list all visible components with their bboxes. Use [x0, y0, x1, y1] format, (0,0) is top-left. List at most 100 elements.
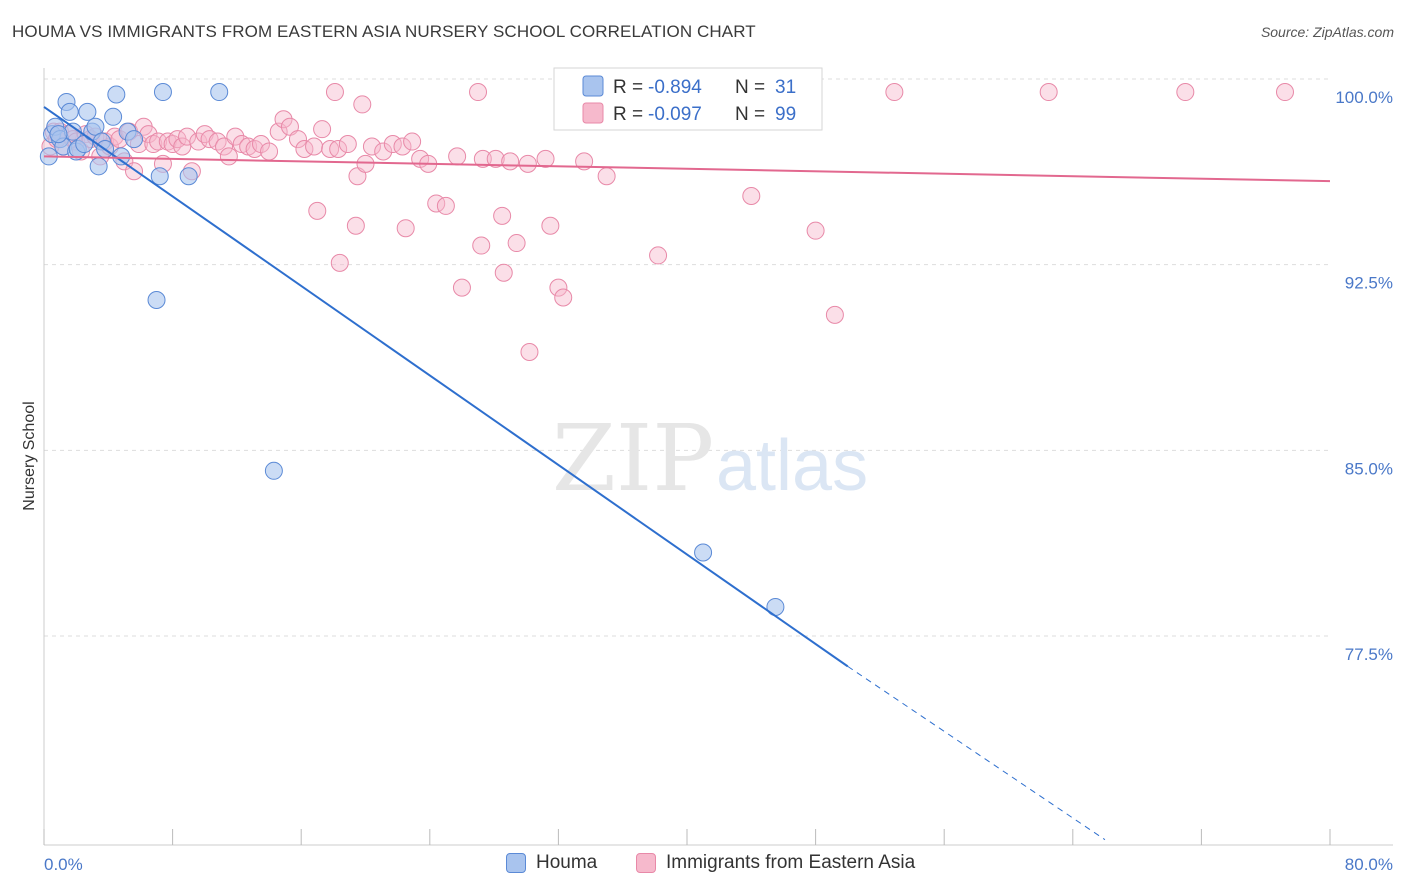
series-immigrants-points — [41, 83, 1294, 361]
point-immigrants — [274, 110, 293, 129]
y-axis-label: Nursery School — [21, 401, 38, 510]
point-immigrants — [330, 253, 349, 272]
bottom-legend-label-houma: Houma — [536, 852, 598, 873]
point-immigrants — [313, 120, 332, 139]
point-immigrants — [649, 246, 668, 265]
point-immigrants — [353, 95, 372, 114]
watermark-zip: ZIP — [552, 405, 714, 512]
watermark: ZIP atlas — [552, 405, 868, 512]
point-immigrants — [549, 278, 568, 297]
legend-n-label-houma: N = — [735, 77, 765, 98]
bottom-legend-label-immigrants: Immigrants from Eastern Asia — [666, 852, 916, 873]
point-immigrants — [507, 234, 526, 253]
point-immigrants — [469, 83, 488, 102]
point-immigrants — [436, 196, 455, 215]
chart-title: HOUMA VS IMMIGRANTS FROM EASTERN ASIA NU… — [12, 22, 756, 41]
point-immigrants — [362, 137, 381, 156]
point-immigrants — [518, 154, 537, 173]
trend-lines — [43, 106, 1331, 841]
y-tick-label: 77.5% — [1345, 645, 1393, 664]
x-tick-label-max: 80.0% — [1345, 855, 1393, 874]
point-immigrants — [1275, 83, 1294, 102]
point-immigrants — [305, 137, 324, 156]
point-immigrants — [486, 149, 505, 168]
bottom-legend-item-houma: Houma — [506, 852, 597, 874]
point-houma — [112, 147, 131, 166]
point-houma — [210, 83, 229, 102]
bottom-legend-swatch-immigrants — [636, 853, 656, 873]
y-tick-label: 92.5% — [1345, 274, 1393, 293]
bottom-legend-item-immigrants: Immigrants from Eastern Asia — [636, 852, 915, 874]
point-immigrants — [494, 263, 513, 282]
point-immigrants — [393, 137, 412, 156]
legend-swatch-houma — [582, 75, 604, 97]
point-houma — [150, 167, 169, 186]
trend-line-houma — [43, 106, 849, 668]
point-immigrants — [885, 83, 904, 102]
y-tick-labels: 77.5% 85.0% 92.5% 100.0% — [1335, 88, 1393, 664]
point-immigrants — [149, 132, 168, 151]
point-houma — [147, 290, 166, 309]
point-immigrants — [308, 201, 327, 220]
y-tick-label: 85.0% — [1345, 459, 1393, 478]
point-immigrants — [288, 130, 307, 149]
watermark-atlas: atlas — [716, 426, 868, 506]
point-immigrants — [219, 147, 238, 166]
point-houma — [694, 543, 713, 562]
point-immigrants — [575, 152, 594, 171]
legend-n-value-houma: 31 — [775, 77, 796, 98]
point-immigrants — [473, 149, 492, 168]
point-immigrants — [374, 142, 393, 161]
series-houma-points — [39, 83, 785, 616]
point-immigrants — [356, 154, 375, 173]
point-houma — [264, 461, 283, 480]
point-immigrants — [806, 221, 825, 240]
point-immigrants — [742, 187, 761, 206]
point-immigrants — [403, 132, 422, 151]
point-houma — [86, 117, 105, 136]
legend-r-label-houma: R = — [613, 77, 643, 98]
point-immigrants — [338, 135, 357, 154]
x-tick-marks — [43, 829, 1331, 845]
point-immigrants — [226, 127, 245, 146]
point-immigrants — [541, 216, 560, 235]
point-houma — [179, 167, 198, 186]
chart-source: Source: ZipAtlas.com — [1260, 24, 1394, 40]
point-immigrants — [144, 135, 163, 154]
bottom-legend: Houma Immigrants from Eastern Asia — [0, 852, 1406, 880]
legend-swatch-immigrants — [582, 102, 604, 124]
point-immigrants — [1176, 83, 1195, 102]
point-immigrants — [329, 139, 348, 158]
legend: R = -0.894 N = 31 R = -0.097 N = 99 — [553, 67, 823, 131]
trend-line-houma-extension — [847, 665, 1106, 841]
point-immigrants — [501, 152, 520, 171]
point-immigrants — [189, 132, 208, 151]
point-immigrants — [1039, 83, 1058, 102]
y-tick-label: 100.0% — [1335, 88, 1393, 107]
point-immigrants — [346, 216, 365, 235]
point-immigrants — [554, 288, 573, 307]
axes — [43, 68, 1393, 846]
bottom-legend-swatch-houma — [506, 853, 526, 873]
point-immigrants — [472, 236, 491, 255]
legend-r-value-immigrants: -0.097 — [648, 104, 702, 125]
point-houma — [107, 85, 126, 104]
point-houma — [78, 102, 97, 121]
legend-n-value-immigrants: 99 — [775, 104, 796, 125]
x-tick-label-min: 0.0% — [44, 855, 83, 874]
point-immigrants — [448, 147, 467, 166]
point-houma — [125, 130, 144, 149]
point-houma — [104, 107, 123, 126]
gridlines — [44, 78, 1330, 637]
point-immigrants — [597, 167, 616, 186]
trend-line-immigrants — [43, 155, 1331, 183]
point-immigrants — [520, 342, 539, 361]
point-houma — [89, 157, 108, 176]
point-immigrants — [396, 219, 415, 238]
point-immigrants — [825, 305, 844, 324]
legend-r-value-houma: -0.894 — [648, 77, 702, 98]
point-immigrants — [452, 278, 471, 297]
legend-n-label-immigrants: N = — [735, 104, 765, 125]
point-houma — [60, 102, 79, 121]
